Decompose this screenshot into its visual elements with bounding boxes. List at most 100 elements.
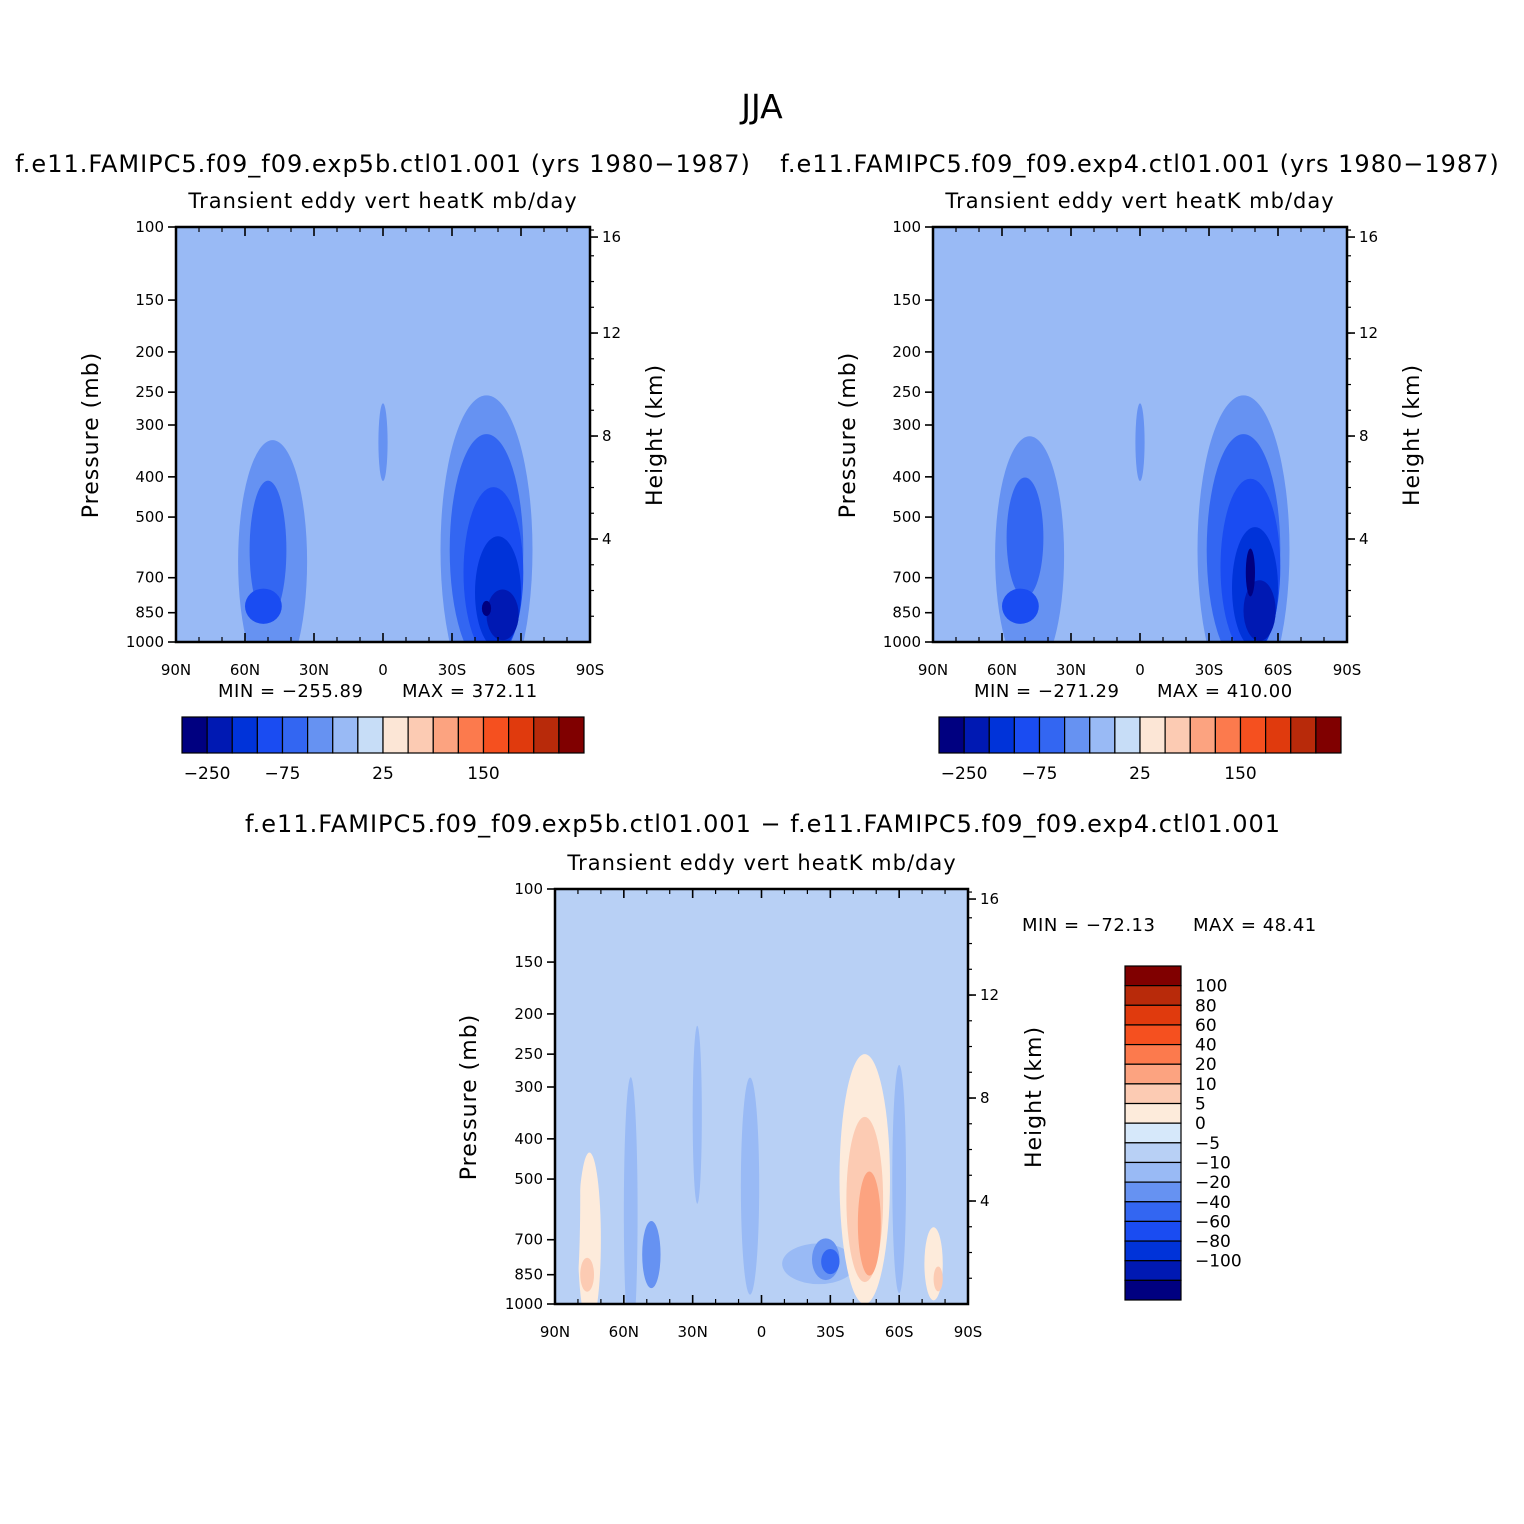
panel3-ytick-label: 700 [514, 1231, 543, 1249]
panel3-colorbar-label: 0 [1195, 1114, 1206, 1134]
panel2-colorbar-box [1315, 716, 1342, 754]
panel3-contour-region [821, 1248, 840, 1275]
panel3-ytick-label: 100 [514, 880, 543, 898]
panel3-contour-plot: 90N 60N 30N 0 30S 60S 90S 100 150 200 250 300 400 500… [505, 880, 999, 1341]
panel1-colorbar-label: 150 [467, 764, 499, 784]
panel1-xtick-label: 90S [576, 661, 605, 679]
panel2-colorbar-label: 25 [1129, 764, 1151, 784]
panel3-min-label: MIN = −72.13 [1022, 915, 1155, 936]
panel1-colorbar-box [206, 716, 233, 754]
panel3-ytick-label: 500 [514, 1170, 543, 1188]
panel3-contour-region [577, 1152, 601, 1304]
panel1-xtick-label: 0 [378, 661, 388, 679]
panel1-y2tick-label: 8 [602, 427, 612, 445]
panel1-colorbar-box [432, 716, 459, 754]
panel2-xtick-label: 0 [1135, 661, 1145, 679]
panel1-ytick-label: 150 [135, 291, 164, 309]
panel2-ytick-label: 850 [892, 604, 921, 622]
panel3-colorbar-label: 60 [1195, 1016, 1217, 1036]
panel1-ylabel: Pressure (mb) [79, 352, 104, 519]
panel2-colorbar-box [1239, 716, 1267, 754]
panel2-colorbar-box [1089, 716, 1116, 754]
panel3-xtick-label: 60N [609, 1323, 639, 1341]
panel3-colorbar-label: −60 [1195, 1212, 1231, 1232]
panel2-y2tick-label: 12 [1359, 324, 1378, 342]
panel2-xtick-label: 60N [987, 661, 1017, 679]
panel2-subtitle: f.e11.FAMIPC5.f09_f09.exp4.ctl01.001 (yr… [780, 150, 1500, 178]
panel3-contour-region [566, 1086, 581, 1304]
panel2-xtick-label: 90S [1333, 661, 1362, 679]
panel2-contour-region [1135, 403, 1145, 482]
panel3-ytick-label: 400 [514, 1130, 543, 1148]
diff-title: f.e11.FAMIPC5.f09_f09.exp5b.ctl01.001 − … [245, 810, 1281, 838]
panel2-colorbar-box [1139, 716, 1166, 754]
panel3-colorbar-box [1124, 1063, 1182, 1085]
panel2-ytick-label: 1000 [883, 633, 921, 651]
panel1-colorbar-box [508, 716, 535, 754]
panel3-xtick-label: 90N [540, 1323, 570, 1341]
panel2-ytick-label: 500 [892, 508, 921, 526]
panel1-ytick-label: 850 [135, 604, 164, 622]
panel1-ytick-label: 700 [135, 569, 164, 587]
panel1-subtitle: f.e11.FAMIPC5.f09_f09.exp5b.ctl01.001 (y… [15, 150, 751, 178]
panel2-colorbar-box [988, 716, 1015, 754]
panel2-colorbar-box [938, 716, 965, 754]
panel2-xtick-label: 30N [1056, 661, 1086, 679]
panel2-y2label: Height (km) [1400, 364, 1425, 506]
panel3-colorbar-label: −20 [1195, 1173, 1231, 1193]
panel1-colorbar-label: −250 [184, 764, 231, 784]
panel1-colorbar-box [332, 716, 359, 754]
panel3-colorbar-label: −40 [1195, 1193, 1231, 1213]
panel3-colorbar-box [1124, 1181, 1182, 1203]
panel3-ytick-label: 300 [514, 1078, 543, 1096]
panel3-colorbar-box [1124, 1260, 1182, 1281]
panel1-colorbar-box [457, 716, 485, 754]
panel3-background-field [555, 889, 968, 1304]
panel2-min-label: MIN = −271.29 [974, 681, 1119, 702]
panel3-contour-region [857, 1171, 881, 1276]
panel1-colorbar-box [482, 716, 510, 754]
panel1-contour-region [245, 588, 282, 624]
panel3-title: Transient eddy vert heatK mb/day [566, 851, 956, 875]
panel2-contour-region [1245, 548, 1255, 597]
panel1-ytick-label: 100 [135, 218, 164, 236]
panel1-colorbar-box [533, 716, 560, 754]
panel3-contour-region [580, 1257, 595, 1292]
panel3-y2tick-label: 8 [980, 1089, 990, 1107]
panel1-y2tick-label: 16 [602, 228, 621, 246]
panel3-colorbar-label: −100 [1195, 1252, 1242, 1272]
panel3-ytick-label: 150 [514, 953, 543, 971]
panel3-ytick-label: 200 [514, 1005, 543, 1023]
panel1-ytick-label: 300 [135, 416, 164, 434]
panel2-y2tick-label: 8 [1359, 427, 1369, 445]
panel1-colorbar-box [382, 716, 409, 754]
panel3-ytick-label: 850 [514, 1266, 543, 1284]
panel2-colorbar-box [1189, 716, 1216, 754]
panel1-colorbar-box [181, 716, 208, 754]
panel3-colorbar-label: 80 [1195, 996, 1217, 1016]
panel2-colorbar-box [1013, 716, 1041, 754]
panel1-contour-region [481, 600, 492, 617]
panel1-colorbar-box [307, 716, 334, 754]
panel1-contour-region [378, 403, 388, 482]
panel2-contour-plot: 90N 60N 30N 0 30S 60S 90S 100 150 200 250 300 400 500… [883, 218, 1378, 679]
panel1-title: Transient eddy vert heatK mb/day [187, 189, 577, 213]
panel3-contour-region [642, 1220, 661, 1289]
panel2-ytick-label: 400 [892, 468, 921, 486]
panel1-contour-plot: 90N 60N 30N 0 30S 60S 90S 100 150 200 250 300 400 500… [126, 218, 621, 679]
panel1-contour-region [486, 589, 519, 641]
panel1-colorbar-label: 25 [372, 764, 394, 784]
panel2-xtick-label: 90N [918, 661, 948, 679]
panel2-ytick-label: 300 [892, 416, 921, 434]
panel3-colorbar-box [1124, 1083, 1182, 1105]
panel1-colorbar-box [256, 716, 284, 754]
panel3-contour-region [623, 1077, 638, 1304]
panel1-colorbar-label: −75 [265, 764, 301, 784]
panel3-ytick-label: 1000 [505, 1295, 543, 1313]
panel3-y2tick-label: 16 [980, 890, 999, 908]
panel1-xtick-label: 90N [161, 661, 191, 679]
panel2-ytick-label: 150 [892, 291, 921, 309]
panel3-contour-region [892, 1065, 907, 1294]
panel3-y2tick-label: 12 [980, 986, 999, 1004]
panel2-title: Transient eddy vert heatK mb/day [944, 189, 1334, 213]
